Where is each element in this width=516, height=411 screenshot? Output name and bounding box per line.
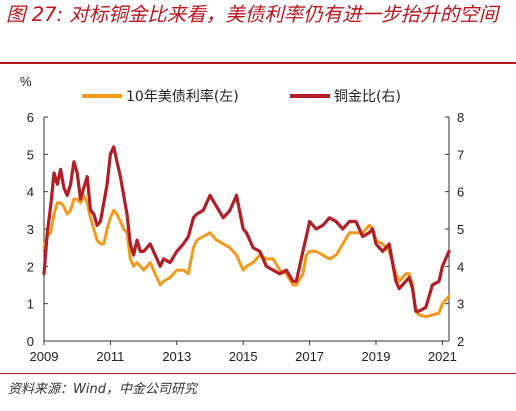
- y2-tick-label: 5: [457, 222, 464, 237]
- y2-tick-label: 6: [457, 185, 464, 200]
- x-tick-label: 2021: [428, 349, 457, 364]
- source-note: 资料来源：Wind，中金公司研究: [8, 382, 197, 397]
- y2-tick-label: 2: [457, 334, 464, 349]
- x-axis-ticks: 2009 2011 2013 2015 2017 2019 2021: [30, 341, 457, 364]
- footer-rule: [0, 373, 516, 374]
- y-tick-label: 3: [27, 222, 34, 237]
- y-axis-left-ticks: 0 1 2 3 4 5 6: [27, 110, 48, 349]
- series-layer: [42, 145, 451, 319]
- y-axis-right-ticks: 2 3 4 5 6 7 8: [445, 110, 464, 349]
- y-tick-label: 6: [27, 110, 34, 125]
- x-tick-label: 2013: [162, 349, 191, 364]
- legend: 10年美债利率(左) 铜金比(右): [82, 88, 401, 105]
- axes-frame: [43, 117, 450, 342]
- y-tick-label: 1: [27, 297, 34, 312]
- y2-tick-label: 8: [457, 110, 464, 125]
- y2-tick-label: 7: [457, 147, 464, 162]
- legend-label-copper-gold: 铜金比(右): [334, 89, 401, 105]
- y-tick-label: 4: [27, 185, 34, 200]
- series-line-copper-gold-ratio: [42, 145, 451, 313]
- y-tick-label: 2: [27, 259, 34, 274]
- series-line-us10y-yield: [42, 193, 451, 319]
- y2-tick-label: 4: [457, 259, 464, 274]
- y-tick-label: 5: [27, 147, 34, 162]
- legend-label-yield: 10年美债利率(左): [126, 88, 239, 105]
- y2-tick-label: 3: [457, 297, 464, 312]
- title-rule: [0, 62, 516, 64]
- y-axis-unit-label: %: [20, 74, 32, 89]
- x-tick-label: 2009: [30, 349, 59, 364]
- x-tick-label: 2017: [295, 349, 324, 364]
- x-tick-label: 2019: [362, 349, 391, 364]
- x-tick-label: 2015: [229, 349, 258, 364]
- y-tick-label: 0: [27, 334, 34, 349]
- figure-title: 图 27: 对标铜金比来看，美债利率仍有进一步抬升的空间: [6, 3, 499, 26]
- x-tick-label: 2011: [96, 349, 124, 364]
